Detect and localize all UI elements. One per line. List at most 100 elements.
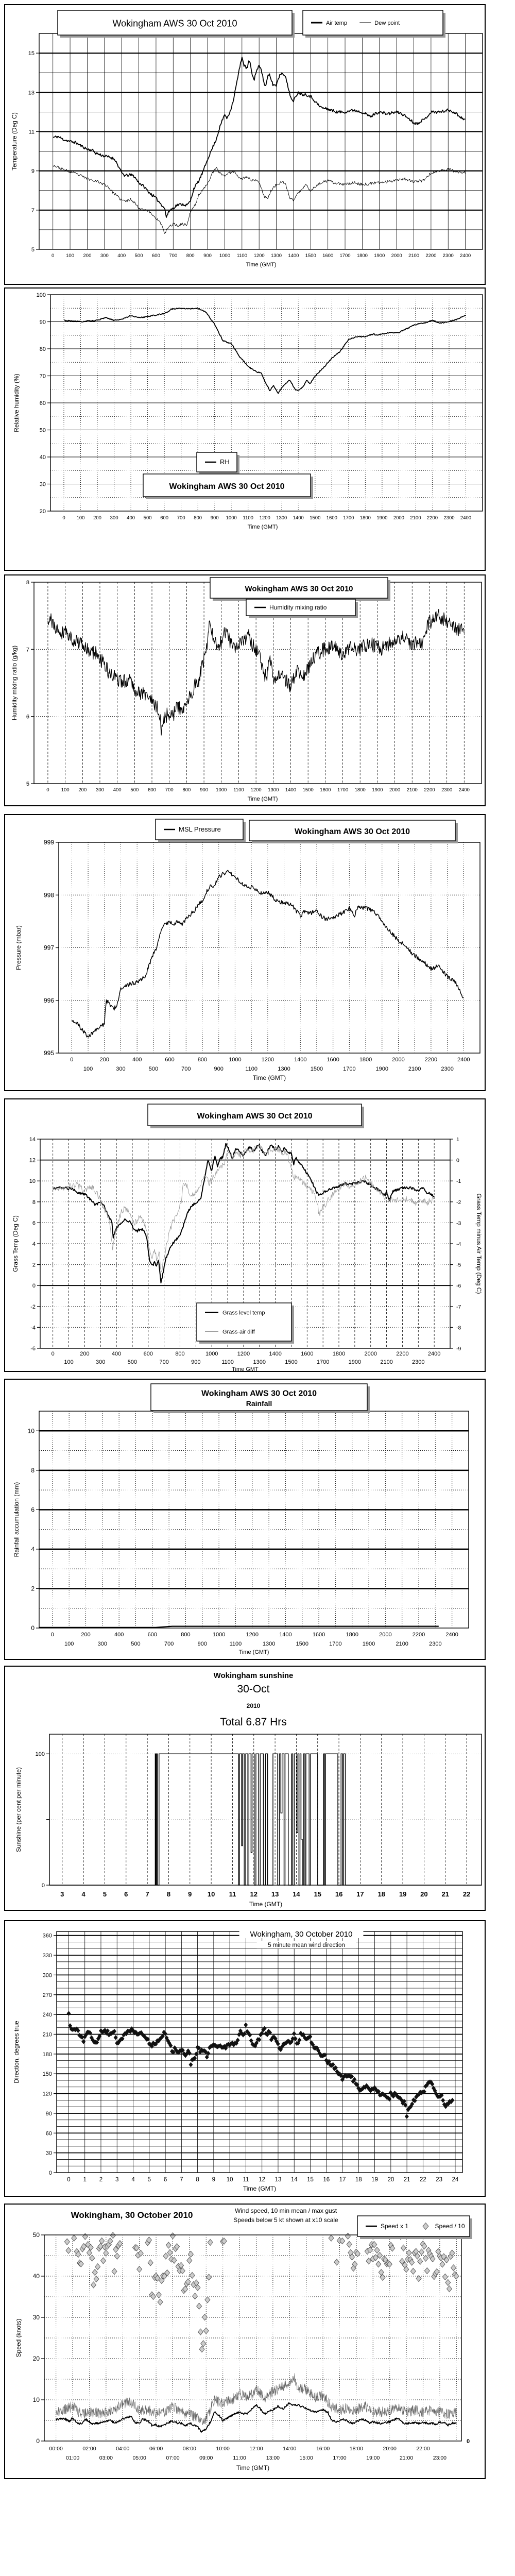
panel-wind-speed: 0 10 20 30 40 50 Speed (knots) 00:00 01:00 02:00 0… [4, 2204, 486, 2479]
svg-text:150: 150 [43, 2071, 52, 2077]
svg-text:1300: 1300 [253, 1359, 266, 1365]
svg-text:11: 11 [229, 1890, 236, 1898]
svg-text:7: 7 [146, 1890, 149, 1898]
svg-text:800: 800 [194, 515, 202, 521]
svg-text:6: 6 [32, 1220, 36, 1226]
svg-text:500: 500 [130, 787, 139, 793]
svg-text:Speed (knots): Speed (knots) [15, 2319, 22, 2358]
svg-text:12: 12 [29, 1158, 36, 1164]
svg-text:270: 270 [43, 1992, 52, 1998]
svg-text:21: 21 [404, 2177, 410, 2183]
svg-text:Direction, degrees true: Direction, degrees true [13, 2021, 20, 2083]
svg-text:600: 600 [144, 1351, 153, 1357]
svg-text:500: 500 [144, 515, 152, 521]
svg-text:600: 600 [152, 253, 160, 259]
svg-text:1800: 1800 [355, 787, 366, 793]
svg-text:4: 4 [82, 1890, 86, 1898]
svg-text:2300: 2300 [429, 1641, 441, 1647]
svg-text:2300: 2300 [441, 1066, 453, 1072]
svg-text:13:00: 13:00 [266, 2455, 280, 2461]
svg-text:1800: 1800 [357, 253, 368, 259]
svg-text:1100: 1100 [221, 1359, 234, 1365]
svg-text:18: 18 [378, 1890, 385, 1898]
svg-text:80: 80 [40, 346, 46, 352]
svg-text:900: 900 [203, 253, 212, 259]
svg-text:2000: 2000 [391, 253, 402, 259]
svg-text:6: 6 [164, 2177, 167, 2183]
svg-text:1300: 1300 [278, 1066, 290, 1072]
svg-text:1200: 1200 [246, 1632, 259, 1638]
svg-text:997: 997 [44, 944, 54, 952]
svg-text:2200: 2200 [425, 1057, 437, 1063]
svg-text:12:00: 12:00 [249, 2446, 263, 2452]
svg-text:3: 3 [60, 1890, 64, 1898]
svg-text:18:00: 18:00 [350, 2446, 363, 2452]
svg-text:1600: 1600 [327, 515, 337, 521]
svg-text:-4: -4 [456, 1241, 461, 1247]
svg-text:14: 14 [291, 2177, 298, 2183]
svg-text:700: 700 [169, 253, 177, 259]
svg-text:14:00: 14:00 [283, 2446, 296, 2452]
svg-text:500: 500 [135, 253, 143, 259]
svg-text:-2: -2 [456, 1199, 461, 1206]
svg-text:700: 700 [181, 1066, 191, 1072]
svg-text:1300: 1300 [271, 253, 282, 259]
svg-text:800: 800 [181, 1632, 190, 1638]
svg-text:50: 50 [40, 428, 46, 434]
svg-text:11:00: 11:00 [233, 2455, 246, 2461]
svg-text:0: 0 [70, 1057, 73, 1063]
svg-text:1900: 1900 [376, 515, 387, 521]
svg-text:00:00: 00:00 [49, 2446, 63, 2452]
svg-text:Humidity mixing ratio (g/kg): Humidity mixing ratio (g/kg) [11, 646, 18, 720]
svg-text:1000: 1000 [229, 1057, 241, 1063]
svg-text:900: 900 [191, 1359, 200, 1365]
svg-text:100: 100 [64, 1359, 73, 1365]
svg-text:Humidity mixing ratio: Humidity mixing ratio [269, 604, 327, 611]
panel-sunshine: 0 100 Sunshine (per cent per minute) 3 4 5 6 7 8… [4, 1666, 486, 1911]
svg-text:0: 0 [46, 787, 49, 793]
svg-text:2100: 2100 [408, 1066, 421, 1072]
svg-text:60: 60 [46, 2130, 52, 2137]
svg-text:2000: 2000 [364, 1351, 376, 1357]
svg-text:1100: 1100 [237, 253, 247, 259]
svg-text:16:00: 16:00 [316, 2446, 330, 2452]
svg-text:Rainfall accumulation (mm): Rainfall accumulation (mm) [13, 1482, 20, 1557]
svg-text:1800: 1800 [359, 1057, 372, 1063]
svg-text:Time (GMT): Time (GMT) [246, 262, 277, 268]
svg-text:Speed / 10: Speed / 10 [435, 2223, 465, 2230]
svg-text:14: 14 [29, 1137, 36, 1143]
svg-text:20:00: 20:00 [383, 2446, 397, 2452]
svg-text:0: 0 [52, 1351, 55, 1357]
svg-text:1800: 1800 [346, 1632, 358, 1638]
panel-msl-pressure: 995 996 997 998 999 Pressure (mbar) 0 100 200 300… [4, 814, 486, 1091]
svg-text:8: 8 [167, 1890, 170, 1898]
svg-text:2100: 2100 [380, 1359, 392, 1365]
svg-text:2010: 2010 [247, 1702, 261, 1709]
svg-text:500: 500 [131, 1641, 140, 1647]
svg-text:210: 210 [43, 2031, 52, 2038]
svg-text:Dew point: Dew point [374, 20, 400, 26]
svg-text:1: 1 [83, 2177, 87, 2183]
svg-text:700: 700 [164, 1641, 174, 1647]
svg-text:Wokingham AWS 30 Oct 2010: Wokingham AWS 30 Oct 2010 [245, 584, 353, 593]
svg-text:400: 400 [112, 1351, 121, 1357]
svg-text:300: 300 [43, 1972, 52, 1978]
svg-text:2200: 2200 [413, 1632, 425, 1638]
svg-text:0: 0 [49, 2170, 52, 2176]
svg-text:100: 100 [83, 1066, 93, 1072]
svg-text:2100: 2100 [408, 253, 419, 259]
svg-text:1900: 1900 [363, 1641, 375, 1647]
svg-text:200: 200 [81, 1632, 90, 1638]
svg-text:5 minute mean wind direction: 5 minute mean wind direction [268, 1942, 345, 1948]
svg-text:1900: 1900 [374, 253, 385, 259]
svg-text:10: 10 [227, 2177, 233, 2183]
svg-text:2000: 2000 [392, 1057, 404, 1063]
rainfall-figure: 0 2 4 6 8 10 Rainfall accumulation (mm) 0 100 200… [13, 1383, 469, 1655]
svg-text:0: 0 [42, 1883, 45, 1889]
svg-text:330: 330 [43, 1953, 52, 1959]
svg-text:400: 400 [117, 253, 126, 259]
svg-text:4: 4 [32, 1241, 36, 1247]
svg-text:2100: 2100 [407, 787, 418, 793]
svg-text:-9: -9 [456, 1346, 461, 1352]
svg-text:Grass Temp minus Air Temp (Deg: Grass Temp minus Air Temp (Deg C) [475, 1194, 483, 1294]
